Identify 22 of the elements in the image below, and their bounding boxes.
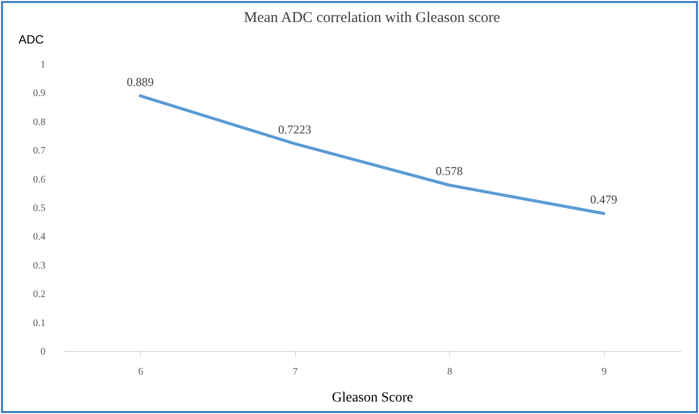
data-label: 0.578 <box>436 164 463 178</box>
y-tick-label: 0.5 <box>33 203 46 214</box>
x-tick-label: 9 <box>602 366 607 378</box>
data-label: 0.889 <box>126 74 154 89</box>
y-tick-label: 0.2 <box>33 289 46 300</box>
y-tick-label: 0 <box>40 346 46 358</box>
x-tick-label: 6 <box>138 366 144 378</box>
data-label: 0.479 <box>590 192 618 207</box>
y-tick-label: 0.1 <box>33 318 46 329</box>
x-axis-title: Gleason Score <box>332 390 414 406</box>
chart-title: Mean ADC correlation with Gleason score <box>244 10 500 26</box>
y-axis-title: ADC <box>18 32 44 46</box>
y-tick-label: 0.3 <box>33 260 46 272</box>
y-tick-label: 0.4 <box>33 232 46 243</box>
x-tick-label: 7 <box>292 366 298 378</box>
y-tick-label: 0.6 <box>33 174 46 186</box>
y-tick-label: 0.9 <box>33 88 46 100</box>
y-tick-label: 0.7 <box>33 146 46 157</box>
y-tick-label: 1 <box>40 60 46 70</box>
data-label: 0.7223 <box>278 122 312 137</box>
x-tick-label: 8 <box>447 366 452 378</box>
y-tick-label: 0.8 <box>33 116 46 128</box>
